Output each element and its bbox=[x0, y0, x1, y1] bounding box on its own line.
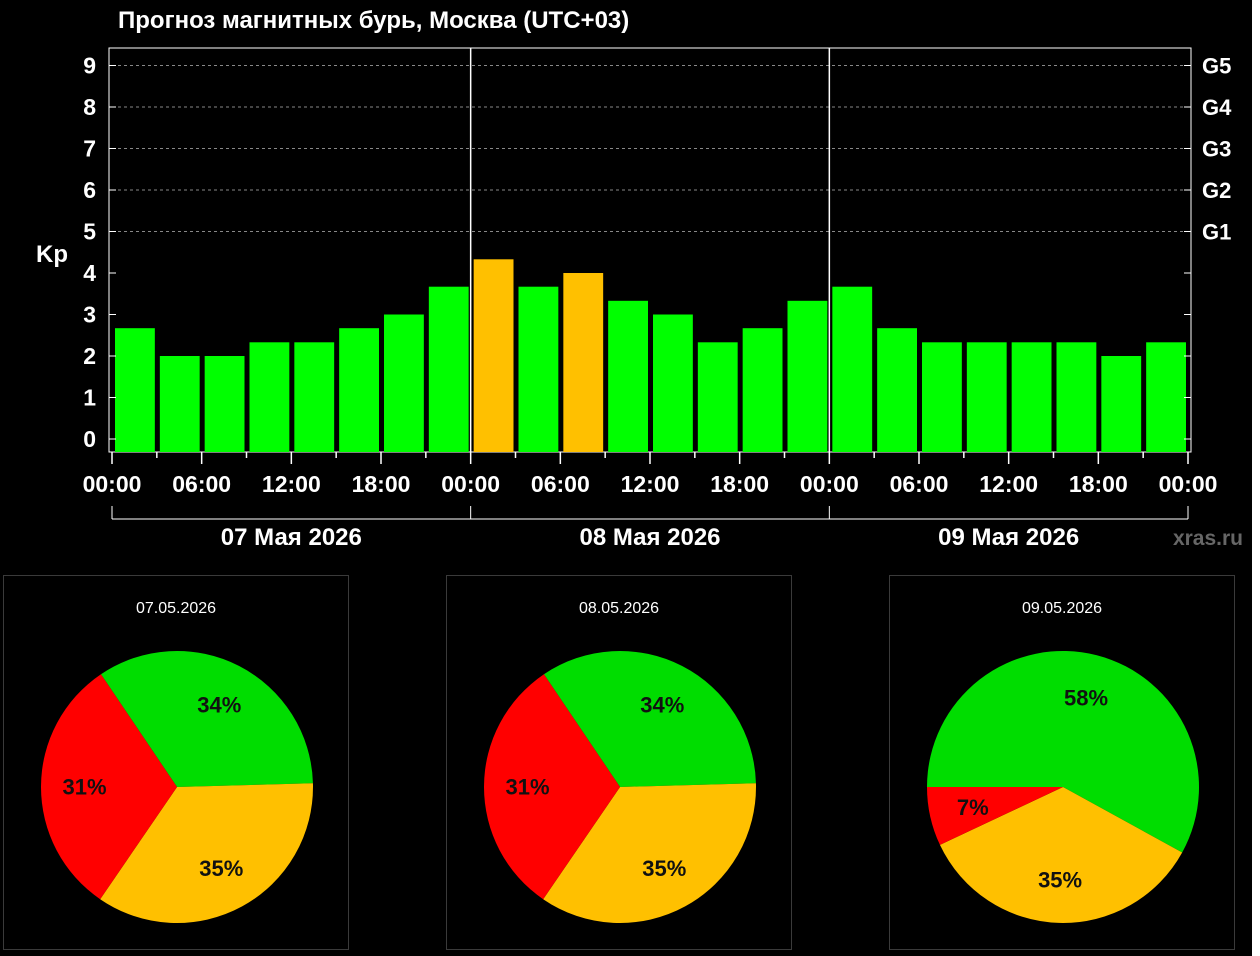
kp-bar bbox=[428, 286, 469, 452]
x-tick-label: 12:00 bbox=[262, 471, 321, 497]
pie-slice bbox=[927, 787, 1063, 845]
pie-card-day-1: 34% 35% 31% 07.05.2026 bbox=[3, 575, 349, 950]
y-tick-label: 7 bbox=[83, 136, 96, 162]
kp-bar bbox=[608, 300, 648, 452]
pie-slice bbox=[41, 674, 178, 900]
watermark: xras.ru bbox=[1173, 527, 1243, 550]
pie-slice bbox=[939, 787, 1183, 923]
kp-bar-chart: 0 1 2 3 4 5 6 7 8 9 G1 G2 G3 G4 G5 Kp Прогноз магнитных … bbox=[36, 7, 1243, 551]
pie-slice-label: 7% bbox=[957, 795, 989, 820]
x-tick-label: 00:00 bbox=[800, 471, 859, 497]
pie-slice bbox=[100, 651, 313, 787]
pie-slice-label: 35% bbox=[199, 856, 243, 881]
y-tick-label: 2 bbox=[83, 343, 96, 369]
g-level-label: G4 bbox=[1202, 95, 1232, 120]
pie-chart-day-2: 34% 35% 31% bbox=[484, 651, 756, 923]
x-tick-label: 06:00 bbox=[531, 471, 590, 497]
kp-bar bbox=[697, 342, 738, 452]
y-tick-label: 1 bbox=[83, 385, 96, 411]
pie-date-day-1: 07.05.2026 bbox=[135, 600, 217, 617]
kp-bar bbox=[1101, 356, 1142, 452]
day-label: 09 Мая 2026 bbox=[938, 524, 1079, 551]
pie-slice bbox=[543, 783, 756, 923]
kp-bar bbox=[518, 286, 559, 452]
y-axis-label: Kp bbox=[36, 241, 68, 268]
kp-bar bbox=[384, 314, 424, 452]
pie-slice-label: 31% bbox=[505, 775, 549, 800]
kp-forecast-panel: 0 1 2 3 4 5 6 7 8 9 G1 G2 G3 G4 G5 Kp Прогноз магнитных … bbox=[0, 0, 1252, 561]
pie-slice bbox=[543, 651, 756, 787]
g-level-label: G3 bbox=[1202, 137, 1231, 162]
kp-bar bbox=[563, 273, 604, 452]
x-tick-label: 00:00 bbox=[441, 471, 500, 497]
kp-bar bbox=[339, 328, 379, 452]
y-tick-label: 8 bbox=[83, 94, 96, 120]
pie-date-day-3: 09.05.2026 bbox=[1021, 600, 1103, 617]
x-tick-label: 18:00 bbox=[352, 471, 411, 497]
g-level-label: G1 bbox=[1202, 220, 1231, 245]
pie-slice bbox=[927, 651, 1199, 853]
kp-bar bbox=[922, 342, 962, 452]
pie-card-day-3: 58% 35% 7% 09.05.2026 bbox=[889, 575, 1235, 950]
kp-bar bbox=[653, 314, 693, 452]
x-tick-label: 12:00 bbox=[979, 471, 1038, 497]
y-tick-label: 5 bbox=[83, 219, 96, 245]
pie-slice-label: 35% bbox=[1038, 867, 1082, 892]
kp-bar bbox=[787, 300, 828, 452]
pie-slice-label: 34% bbox=[640, 693, 684, 718]
pie-slice-label: 31% bbox=[62, 775, 106, 800]
pie-slice-label: 35% bbox=[642, 856, 686, 881]
x-tick-label: 18:00 bbox=[710, 471, 769, 497]
kp-bar bbox=[742, 328, 783, 452]
kp-bar bbox=[1011, 342, 1052, 452]
pie-chart-day-3: 58% 35% 7% bbox=[927, 651, 1199, 923]
pie-date-day-2: 08.05.2026 bbox=[578, 600, 660, 617]
y-tick-label: 9 bbox=[83, 53, 96, 79]
kp-bar bbox=[1146, 342, 1186, 452]
day-label: 07 Мая 2026 bbox=[221, 524, 362, 551]
pie-slice bbox=[100, 783, 313, 923]
g-level-label: G5 bbox=[1202, 54, 1231, 79]
pie-slice bbox=[484, 674, 620, 900]
kp-bar bbox=[473, 259, 514, 452]
x-tick-label: 12:00 bbox=[621, 471, 680, 497]
kp-bar bbox=[966, 342, 1007, 452]
day-label: 08 Мая 2026 bbox=[579, 524, 720, 551]
pie-slice-label: 58% bbox=[1064, 685, 1108, 710]
y-tick-label: 4 bbox=[83, 260, 96, 286]
y-tick-label: 0 bbox=[83, 426, 96, 452]
g-level-label: G2 bbox=[1202, 178, 1231, 203]
x-tick-label: 00:00 bbox=[1159, 471, 1218, 497]
kp-bar bbox=[877, 328, 917, 452]
kp-bar bbox=[204, 356, 245, 452]
kp-bar bbox=[159, 356, 200, 452]
y-tick-label: 6 bbox=[83, 177, 96, 203]
pie-chart-day-1: 34% 35% 31% bbox=[41, 651, 313, 923]
x-tick-label: 06:00 bbox=[890, 471, 949, 497]
kp-bar bbox=[249, 342, 290, 452]
kp-bar bbox=[115, 328, 155, 452]
kp-bar bbox=[294, 342, 335, 452]
pie-card-day-2: 34% 35% 31% 08.05.2026 bbox=[446, 575, 792, 950]
chart-title: Прогноз магнитных бурь, Москва (UTC+03) bbox=[118, 7, 629, 34]
x-tick-label: 18:00 bbox=[1069, 471, 1128, 497]
x-tick-label: 06:00 bbox=[172, 471, 231, 497]
y-tick-label: 3 bbox=[83, 302, 96, 328]
kp-bar bbox=[1056, 342, 1097, 452]
kp-bar bbox=[832, 286, 873, 452]
pie-slice-label: 34% bbox=[197, 693, 241, 718]
x-tick-label: 00:00 bbox=[83, 471, 142, 497]
